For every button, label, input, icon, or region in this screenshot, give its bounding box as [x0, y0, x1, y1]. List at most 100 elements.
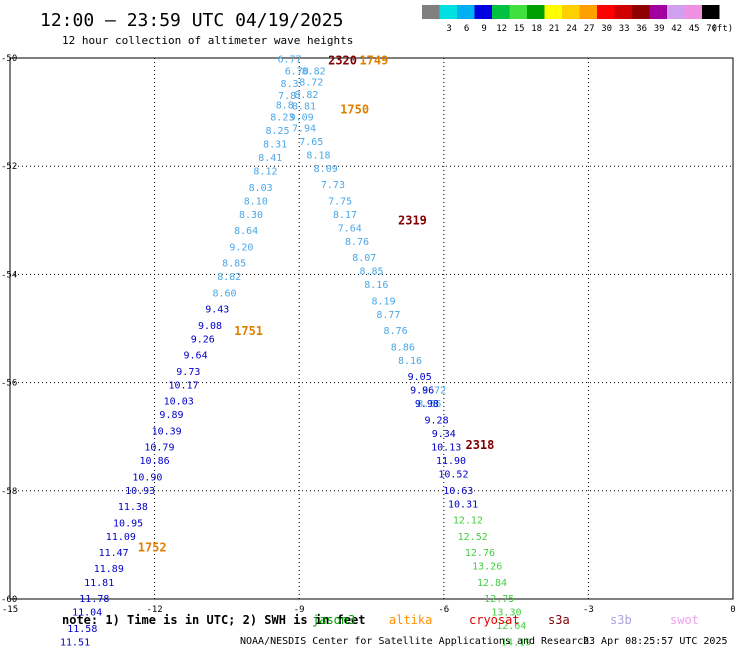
wave-height-value: 8.16: [398, 356, 422, 367]
wave-height-value: 11.89: [94, 564, 124, 575]
colorbar-swatch: [422, 5, 440, 19]
colorbar-unit: (ft): [712, 24, 734, 34]
colorbar-label: 36: [636, 24, 647, 34]
pass-time-label: 1750: [340, 102, 369, 116]
y-tick-label: -60: [1, 595, 17, 605]
footer-timestamp: 23 Apr 08:25:57 UTC 2025: [583, 636, 728, 647]
plot-area: -15 -12 -9 -6 -3 0 -50 -52 -54 -56 -58 -60 6.776.70…: [1, 54, 736, 650]
wave-height-value: 8.86: [391, 342, 415, 353]
footer-note: note: 1) Time is in UTC; 2) SWH is in fe…: [62, 613, 365, 627]
wave-height-value: 12.84: [477, 578, 507, 589]
wave-height-value: 6.77: [278, 55, 302, 66]
wave-height-value: 8.17: [333, 210, 357, 221]
wave-height-value: 9.28: [425, 415, 449, 426]
wave-height-value: 8.41: [258, 153, 282, 164]
colorbar-label: 39: [654, 24, 665, 34]
wave-height-value: 12.52: [458, 532, 488, 543]
grid-lines: [10, 58, 733, 599]
colorbar-label: 70: [706, 24, 717, 34]
wave-height-value: 11.58: [67, 624, 97, 635]
pass-time-label: 1752: [138, 541, 167, 555]
wave-height-value: 8.85: [222, 259, 246, 270]
wave-height-value: 8.77: [376, 310, 400, 321]
wave-height-value: 7.8: [278, 91, 296, 102]
wave-height-value: 10.39: [152, 426, 182, 437]
footer-credit: NOAA/NESDIS Center for Satellite Applica…: [240, 636, 589, 647]
colorbar-label: 30: [601, 24, 612, 34]
colorbar-swatch: [544, 5, 562, 19]
wave-height-value: 11.38: [118, 502, 148, 513]
colorbar-swatch: [649, 5, 667, 19]
wave-height-value: 8.16: [364, 280, 388, 291]
pass-time-label: 2319: [398, 213, 427, 227]
wave-height-value: 8.12: [253, 167, 277, 178]
wave-height-value: 13.26: [472, 562, 502, 573]
wave-height-value: 8.30: [239, 210, 263, 221]
wave-height-value: 7.75: [328, 196, 352, 207]
wave-height-value: 14.19: [501, 637, 531, 648]
wave-height-value: 9.98: [415, 399, 439, 410]
colorbar-label: 33: [619, 24, 630, 34]
x-tick-label: -6: [438, 605, 449, 615]
colorbar-label: 24: [566, 24, 577, 34]
wave-height-value: 13.30: [491, 608, 521, 619]
wave-height-value: 8.60: [212, 288, 236, 299]
wave-height-value: 11.81: [84, 578, 114, 589]
wave-height-value: 8.76: [345, 237, 369, 248]
colorbar-legend: 3 6 9 12 15 18 21 24 27 30 33 36 39 42 45 70(ft): [422, 5, 733, 34]
wave-height-value: 8.81: [292, 102, 316, 113]
y-tick-label: -58: [1, 487, 17, 497]
wave-height-value: 9.20: [229, 242, 253, 253]
wave-height-value: 8.07: [352, 253, 376, 264]
chart-subtitle: 12 hour collection of altimeter wave hei…: [62, 34, 353, 47]
wave-height-value: 7.64: [338, 223, 362, 234]
satellite-cryosat: cryosat: [469, 613, 520, 627]
wave-height-value: 6.70: [285, 67, 309, 78]
satellite-swot: swot: [670, 613, 699, 627]
wave-height-value: 8.85: [359, 267, 383, 278]
satellite-jason3: jason3: [312, 613, 355, 627]
colorbar-label: 21: [549, 24, 560, 34]
colorbar-swatch: [527, 5, 545, 19]
pass-time-label: 2320: [328, 54, 357, 68]
wave-height-value: 10.03: [164, 397, 194, 408]
wave-height-value: 10.52: [438, 470, 468, 481]
wave-height-value: 9.73: [176, 367, 200, 378]
wave-height-value: 8.72: [299, 77, 323, 88]
wave-height-value: 11.51: [60, 637, 90, 648]
axis-ticks: -15 -12 -9 -6 -3 0 -50 -52 -54 -56 -58 -60: [1, 54, 736, 615]
colorbar-swatch: [632, 5, 650, 19]
wave-height-value: 8.09: [314, 164, 338, 175]
colorbar-swatch: [457, 5, 475, 19]
x-tick-label: -12: [146, 605, 162, 615]
pass-time-label: 1751: [234, 324, 263, 338]
wave-height-value: 8.8: [276, 101, 294, 112]
wave-height-value: 10.86: [140, 456, 170, 467]
wave-height-value: 7.73: [321, 180, 345, 191]
wave-height-value: 8.23: [270, 113, 294, 124]
satellite-legend: jason3 altika cryosat s3a s3b swot: [312, 613, 699, 627]
wave-height-value: 8.31: [263, 140, 287, 151]
wave-height-value: 8.72: [422, 386, 446, 397]
colorbar-swatch: [579, 5, 597, 19]
colorbar-label: 6: [464, 24, 469, 34]
wave-height-value: 8.82: [217, 272, 241, 283]
colorbar-swatch: [492, 5, 510, 19]
chart-title: 12:00 — 23:59 UTC 04/19/2025: [40, 10, 343, 31]
wave-height-value: 9.26: [191, 334, 215, 345]
wave-height-value: 12.12: [453, 516, 483, 527]
wave-height-value: 10.95: [113, 518, 143, 529]
wave-height-value: 9.64: [184, 351, 208, 362]
y-tick-label: -52: [1, 162, 17, 172]
wave-height-value: 8.18: [306, 150, 330, 161]
wave-height-value: 7.65: [299, 137, 323, 148]
wave-height-value: 9.08: [198, 321, 222, 332]
y-tick-label: -56: [1, 379, 17, 389]
wave-height-value: 10.79: [144, 443, 174, 454]
colorbar-label: 15: [514, 24, 525, 34]
plot-border: [9, 57, 734, 600]
wave-height-value: 10.17: [168, 380, 198, 391]
wave-height-value: 8.19: [372, 296, 396, 307]
wave-height-value: 8.03: [249, 183, 273, 194]
